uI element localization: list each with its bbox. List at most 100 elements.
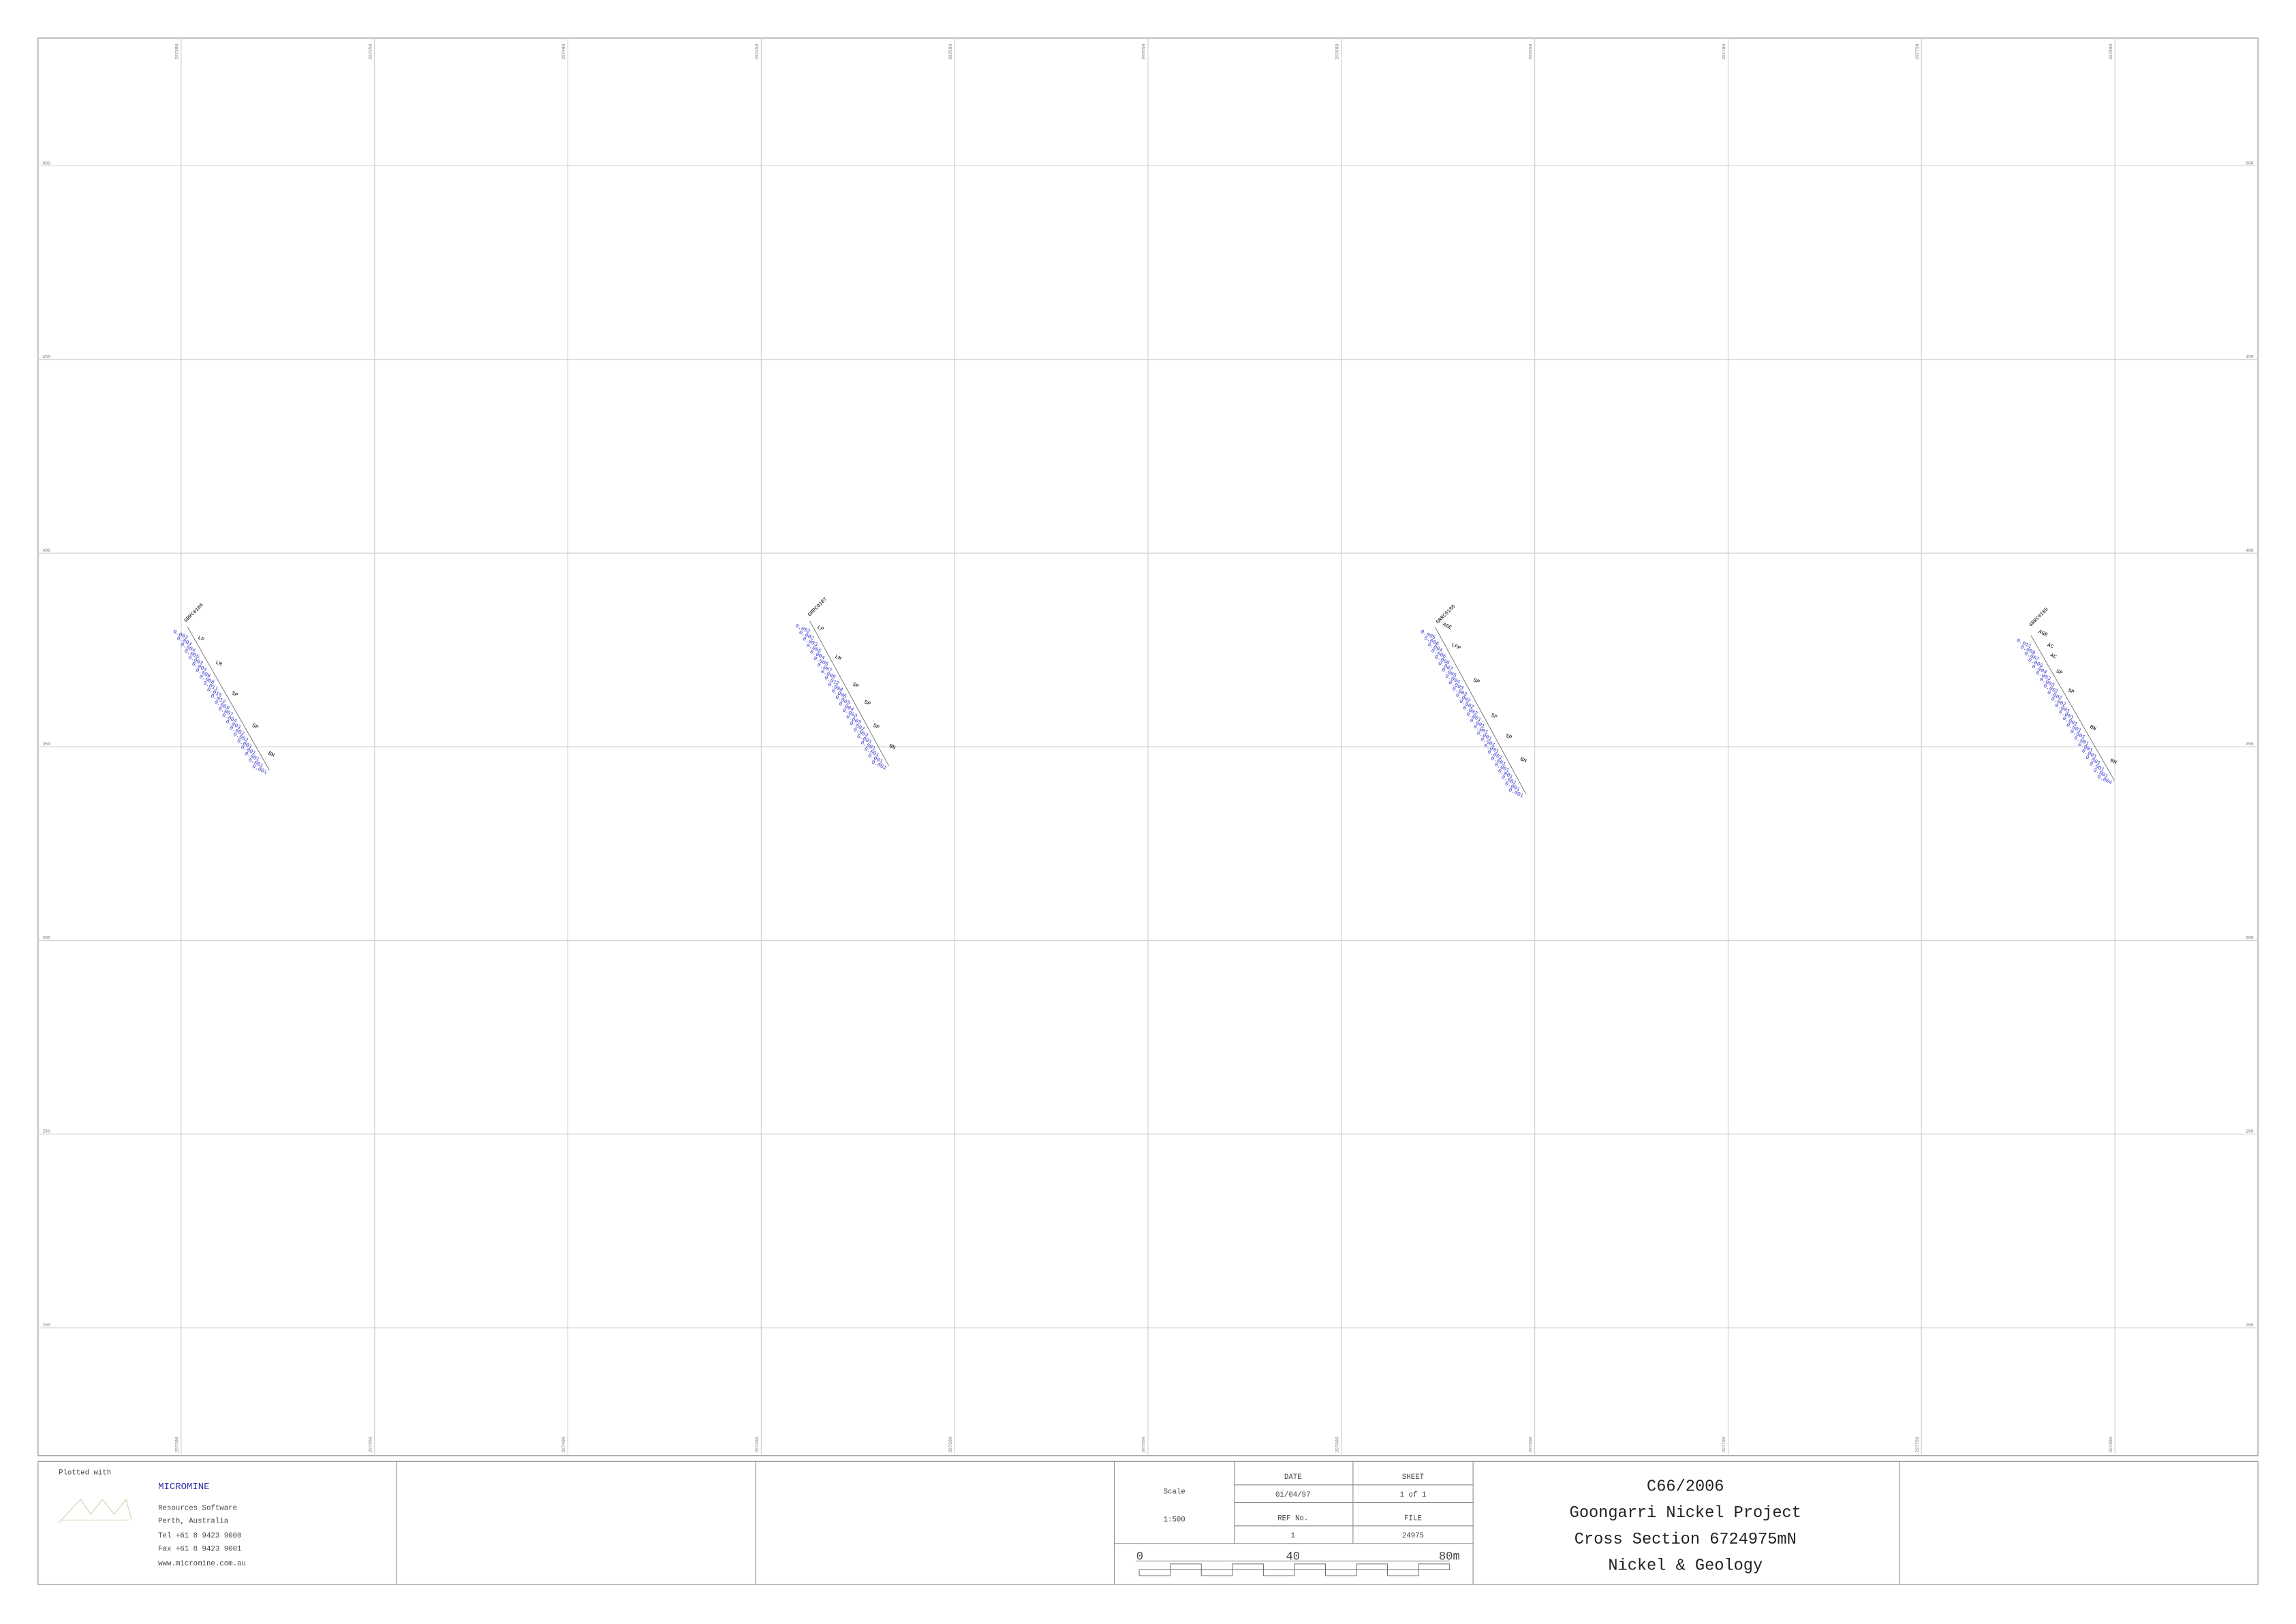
- scale-bar-cell: [1387, 1570, 1419, 1576]
- hole-name: GRRC0185: [2028, 607, 2050, 629]
- scale-label: Scale: [1164, 1488, 1185, 1497]
- title-line: C66/2006: [1647, 1478, 1724, 1496]
- scale-bar-cell: [1262, 1570, 1295, 1576]
- geology-code: SP: [230, 691, 238, 698]
- geology-code: SP: [1504, 734, 1512, 741]
- geology-code: AGE: [2037, 629, 2048, 638]
- hole-trace: [1434, 626, 1526, 794]
- y-tick-label: 350: [42, 742, 50, 747]
- bar-label: 40: [1286, 1550, 1300, 1563]
- x-tick-label: 297700: [1722, 44, 1726, 59]
- x-tick-label: 297700: [1722, 1437, 1726, 1452]
- ref: 1: [1291, 1532, 1295, 1540]
- title-line: Goongarri Nickel Project: [1570, 1504, 1801, 1522]
- address-line: Tel +61 8 9423 9000: [158, 1532, 241, 1540]
- date-label: DATE: [1284, 1473, 1302, 1482]
- scale-bar-cell: [1325, 1570, 1357, 1576]
- address-line: Resources Software: [158, 1504, 237, 1512]
- scale-bar-cell: [1418, 1563, 1450, 1570]
- scale-bar-cell: [1138, 1570, 1171, 1576]
- hole-name: GRRC0186: [183, 602, 205, 624]
- x-tick-label: 297550: [1142, 44, 1147, 59]
- plotted-with: Plotted with: [59, 1469, 111, 1478]
- bar-label: 0: [1136, 1550, 1143, 1563]
- geology-code: SP: [1490, 713, 1498, 721]
- x-tick-label: 297600: [1335, 44, 1340, 59]
- y-tick-label: 450: [42, 355, 50, 360]
- geology-code: SP: [1472, 678, 1480, 685]
- hole-trace: [187, 626, 270, 770]
- y-tick-label: 450: [2246, 355, 2254, 360]
- geology-code: LM: [834, 655, 842, 662]
- y-tick-label: 300: [2246, 935, 2254, 940]
- drill-hole: GRRC01860.0020.0030.0040.0050.0030.0040.…: [172, 602, 275, 776]
- y-tick-label: 200: [2246, 1323, 2254, 1328]
- geology-code: LP: [816, 625, 824, 633]
- x-tick-label: 297750: [1915, 1437, 1920, 1452]
- x-tick-label: 297450: [755, 1437, 760, 1452]
- x-tick-label: 297400: [561, 1437, 566, 1452]
- geology-code: SP: [251, 723, 259, 731]
- address-line: Fax +61 8 9423 9001: [158, 1546, 241, 1554]
- geology-code: SP: [2066, 688, 2075, 696]
- hole-trace: [2030, 635, 2115, 781]
- scale-bar-cell: [1356, 1563, 1389, 1570]
- geology-code: LM: [215, 660, 223, 668]
- geology-code: AGE: [1442, 622, 1453, 631]
- geology-code: LP: [197, 636, 205, 643]
- y-tick-label: 250: [42, 1129, 50, 1134]
- scale-bar: [1138, 1563, 1450, 1576]
- hole-name: GRRC0187: [807, 597, 828, 618]
- file: 24975: [1402, 1532, 1424, 1540]
- scale-bar-cell: [1200, 1570, 1233, 1576]
- geology-code: SP: [872, 723, 880, 731]
- address-line: Perth, Australia: [158, 1518, 229, 1526]
- geology-code: SP: [852, 683, 860, 690]
- x-tick-label: 297350: [368, 1437, 373, 1452]
- x-tick-label: 297300: [175, 44, 180, 59]
- x-tick-label: 297500: [948, 44, 953, 59]
- x-tick-label: 297800: [2109, 44, 2113, 59]
- geology-code: BN: [2089, 725, 2097, 732]
- hole-name: GRRC0188: [1436, 604, 1457, 625]
- x-tick-label: 297750: [1915, 44, 1920, 59]
- x-tick-label: 297650: [1528, 44, 1533, 59]
- x-tick-label: 297400: [561, 44, 566, 59]
- title-line: Nickel & Geology: [1608, 1557, 1763, 1575]
- sheet-label: SHEET: [1402, 1473, 1425, 1482]
- drill-hole: GRRC01870.0020.0020.0030.0050.0040.0060.…: [794, 597, 897, 772]
- x-tick-label: 297300: [175, 1437, 180, 1452]
- x-tick-label: 297350: [368, 44, 373, 59]
- y-tick-label: 350: [2246, 742, 2254, 747]
- scale-bar-cell: [1294, 1563, 1326, 1570]
- micromine-logo: [58, 1499, 132, 1524]
- y-tick-label: 250: [2246, 1129, 2254, 1134]
- geology-code: AC: [2046, 642, 2054, 650]
- title-line: Cross Section 6724975mN: [1574, 1531, 1797, 1549]
- geology-code: BN: [267, 751, 275, 759]
- title-block-frame: [37, 1461, 2259, 1585]
- y-tick-label: 300: [42, 935, 50, 940]
- hole-trace: [809, 621, 889, 766]
- sheet: 1 of 1: [1400, 1491, 1427, 1499]
- x-tick-label: 297500: [948, 1437, 953, 1452]
- geology-code: BN: [2109, 758, 2117, 766]
- bar-label: 80m: [1439, 1550, 1460, 1563]
- y-tick-label: 400: [2246, 548, 2254, 553]
- drill-hole: GRRC01880.0050.0060.0040.0060.0080.0070.…: [1419, 604, 1527, 799]
- file-label: FILE: [1404, 1514, 1422, 1522]
- y-tick-label: 200: [42, 1323, 50, 1328]
- scale: 1:500: [1164, 1516, 1185, 1525]
- x-tick-label: 297450: [755, 44, 760, 59]
- address-line: www.micromine.com.au: [158, 1560, 246, 1568]
- geology-code: SP: [2055, 669, 2063, 676]
- x-tick-label: 297600: [1335, 1437, 1340, 1452]
- geology-code: BN: [1519, 757, 1527, 764]
- scale-bar-cell: [1232, 1563, 1264, 1570]
- scale-bar-cell: [1170, 1563, 1202, 1570]
- ref-label: REF No.: [1277, 1514, 1308, 1522]
- y-tick-label: 400: [42, 548, 50, 553]
- date: 01/04/97: [1275, 1491, 1311, 1499]
- drill-hole: GRRC01850.0110.0090.0070.0050.0040.0030.…: [2015, 607, 2117, 786]
